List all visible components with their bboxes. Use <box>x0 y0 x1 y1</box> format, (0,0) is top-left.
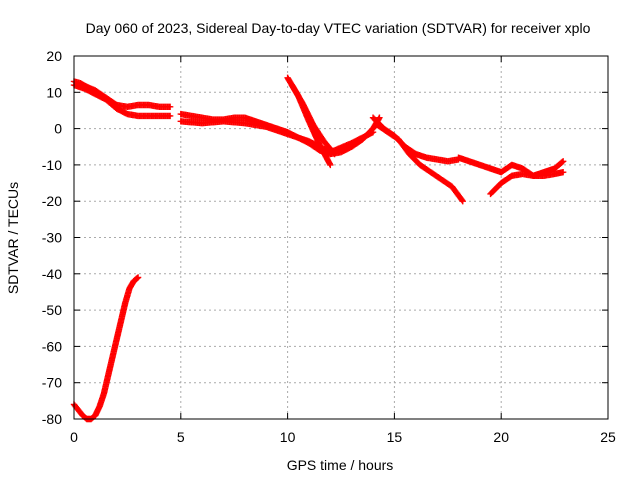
series-descent-b <box>288 81 338 158</box>
y-tick-label: 10 <box>46 84 62 100</box>
y-tick-label: -20 <box>42 193 62 209</box>
x-tick-label: 25 <box>600 429 616 445</box>
data-point <box>166 103 174 111</box>
data-point <box>166 112 174 120</box>
series-band-a <box>70 78 174 111</box>
y-tick-label: -80 <box>42 411 62 427</box>
data-points <box>70 74 567 423</box>
data-point <box>558 158 566 166</box>
x-tick-label: 15 <box>387 429 403 445</box>
x-tick-label: 0 <box>70 429 78 445</box>
y-tick-label: -60 <box>42 338 62 354</box>
series-early-dip <box>70 274 142 423</box>
series-band-b <box>70 81 174 120</box>
data-point <box>134 274 142 281</box>
data-point <box>376 114 383 121</box>
y-tick-label: 20 <box>46 48 62 64</box>
x-tick-label: 10 <box>280 429 296 445</box>
y-axis-label: SDTVAR / TECUs <box>5 182 21 294</box>
x-axis-label: GPS time / hours <box>287 457 394 473</box>
data-point <box>134 274 141 282</box>
data-point <box>330 149 337 157</box>
x-tick-label: 20 <box>493 429 509 445</box>
x-tick-label: 5 <box>177 429 185 445</box>
grid <box>74 56 608 419</box>
y-tick-label: -70 <box>42 375 62 391</box>
data-point <box>331 150 338 158</box>
y-tick-label: -50 <box>42 302 62 318</box>
data-point <box>559 168 567 176</box>
data-point <box>559 158 567 165</box>
series-late-band-b <box>487 168 567 198</box>
data-point <box>369 129 377 136</box>
y-tick-label: -30 <box>42 230 62 246</box>
data-point <box>327 161 334 169</box>
data-point <box>459 198 466 205</box>
y-tick-label: 0 <box>54 121 62 137</box>
chart-title: Day 060 of 2023, Sidereal Day-to-day VTE… <box>86 20 591 36</box>
series-late-band <box>455 154 567 179</box>
series-band-f <box>374 121 466 205</box>
y-tick-label: -10 <box>42 157 62 173</box>
ticks: 0 5 10 15 20 25 20 10 0 -10 -20 -30 -40 -50 -60 -70 -80 <box>42 48 616 445</box>
data-point <box>458 196 466 204</box>
y-tick-label: -40 <box>42 266 62 282</box>
